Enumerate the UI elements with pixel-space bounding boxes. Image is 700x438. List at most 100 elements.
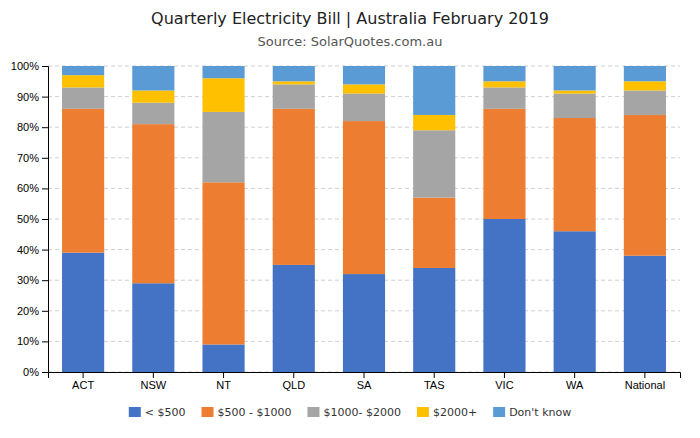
y-tick: 50%	[17, 213, 48, 225]
bar	[413, 130, 455, 197]
x-tick-label: NT	[216, 379, 231, 391]
y-tick-label: 0%	[23, 366, 39, 378]
grid	[48, 66, 680, 372]
x-tick-mark	[644, 372, 645, 378]
bar	[273, 66, 315, 81]
chart: Quarterly Electricity Bill | Australia F…	[0, 0, 700, 438]
y-tick-label: 80%	[17, 121, 39, 133]
x-tick-label: SA	[357, 379, 372, 391]
x-tick: VIC	[495, 372, 513, 391]
legend-swatch	[129, 407, 141, 417]
y-tick-label: 100%	[11, 60, 39, 72]
y-tick: 80%	[17, 121, 48, 133]
bar	[624, 115, 666, 256]
legend-item: < $500	[129, 406, 186, 419]
legend-item: $2000+	[417, 406, 477, 419]
x-tick-mark	[293, 372, 294, 378]
bar	[202, 66, 244, 78]
bar	[273, 84, 315, 108]
y-tick-mark	[42, 372, 48, 373]
bar	[132, 66, 174, 90]
y-tick-label: 60%	[17, 182, 39, 194]
x-tick-label: WA	[566, 379, 584, 391]
x-tick-mark	[83, 372, 84, 378]
bar	[343, 274, 385, 372]
bar	[483, 109, 525, 219]
x-tick: SA	[357, 372, 372, 391]
x-tick: National	[625, 372, 665, 391]
bar	[62, 109, 104, 253]
x-tick: ACT	[72, 372, 94, 391]
bar	[554, 118, 596, 231]
series	[62, 109, 666, 345]
y-tick: 0%	[23, 366, 48, 378]
y-tick-label: 20%	[17, 305, 39, 317]
x-tick-label: VIC	[495, 379, 513, 391]
series	[62, 66, 666, 115]
x-tick-label: ACT	[72, 379, 94, 391]
bars	[62, 66, 666, 372]
bar	[624, 90, 666, 114]
y-tick: 60%	[17, 182, 48, 194]
bar	[554, 90, 596, 93]
bar	[343, 121, 385, 274]
bar	[343, 94, 385, 122]
legend-swatch	[493, 407, 505, 417]
x-tick-mark	[364, 372, 365, 378]
bar	[202, 78, 244, 112]
bar	[202, 112, 244, 182]
bar	[62, 66, 104, 75]
bar	[413, 268, 455, 372]
bar	[483, 81, 525, 87]
y-tick: 10%	[17, 335, 48, 347]
legend-swatch	[307, 407, 319, 417]
x-tick-label: TAS	[424, 379, 445, 391]
y-tick-mark	[42, 219, 48, 220]
x-tick: NT	[216, 372, 231, 391]
bar	[273, 81, 315, 84]
x-tick-label: QLD	[282, 379, 305, 391]
legend-swatch	[202, 407, 214, 417]
bar	[483, 87, 525, 108]
bar	[62, 87, 104, 108]
x-tick-label: National	[625, 379, 665, 391]
bar	[483, 219, 525, 372]
legend-label: < $500	[145, 406, 186, 419]
y-tick: 20%	[17, 305, 48, 317]
y-tick: 40%	[17, 244, 48, 256]
bar	[343, 84, 385, 93]
x-tick-mark	[223, 372, 224, 378]
y-tick-label: 50%	[17, 213, 39, 225]
legend-label: $500 - $1000	[218, 406, 292, 419]
y-tick-label: 70%	[17, 152, 39, 164]
x-tick: TAS	[424, 372, 445, 391]
bar	[273, 265, 315, 372]
series	[62, 84, 666, 197]
x-axis: ACT NSW NT QLD SA TAS VIC WA National	[49, 372, 681, 391]
x-tick-mark	[574, 372, 575, 378]
y-axis-line	[42, 67, 49, 373]
bar	[624, 66, 666, 81]
x-tick-label: NSW	[140, 379, 166, 391]
x-tick-mark	[504, 372, 505, 378]
x-axis-line	[49, 373, 681, 379]
y-tick: 70%	[17, 152, 48, 164]
bar	[624, 81, 666, 90]
bar	[273, 109, 315, 265]
title: Quarterly Electricity Bill | Australia F…	[151, 9, 549, 28]
legend-item: Don't know	[493, 406, 571, 419]
y-tick: 90%	[17, 91, 48, 103]
bar	[554, 94, 596, 118]
y-tick: 100%	[11, 60, 48, 72]
y-tick-mark	[42, 341, 48, 342]
x-tick: QLD	[282, 372, 305, 391]
y-tick: 30%	[17, 274, 48, 286]
y-tick-mark	[42, 127, 48, 128]
y-axis: 0% 10% 20% 30% 40% 50% 60% 70% 80% 90% 100%	[11, 60, 49, 378]
legend: < $500$500 - $1000$1000- $2000$2000+Don'…	[129, 406, 571, 419]
bar	[413, 198, 455, 268]
bar	[132, 103, 174, 124]
bar	[624, 256, 666, 372]
y-tick-label: 10%	[17, 335, 39, 347]
x-tick: WA	[566, 372, 584, 391]
